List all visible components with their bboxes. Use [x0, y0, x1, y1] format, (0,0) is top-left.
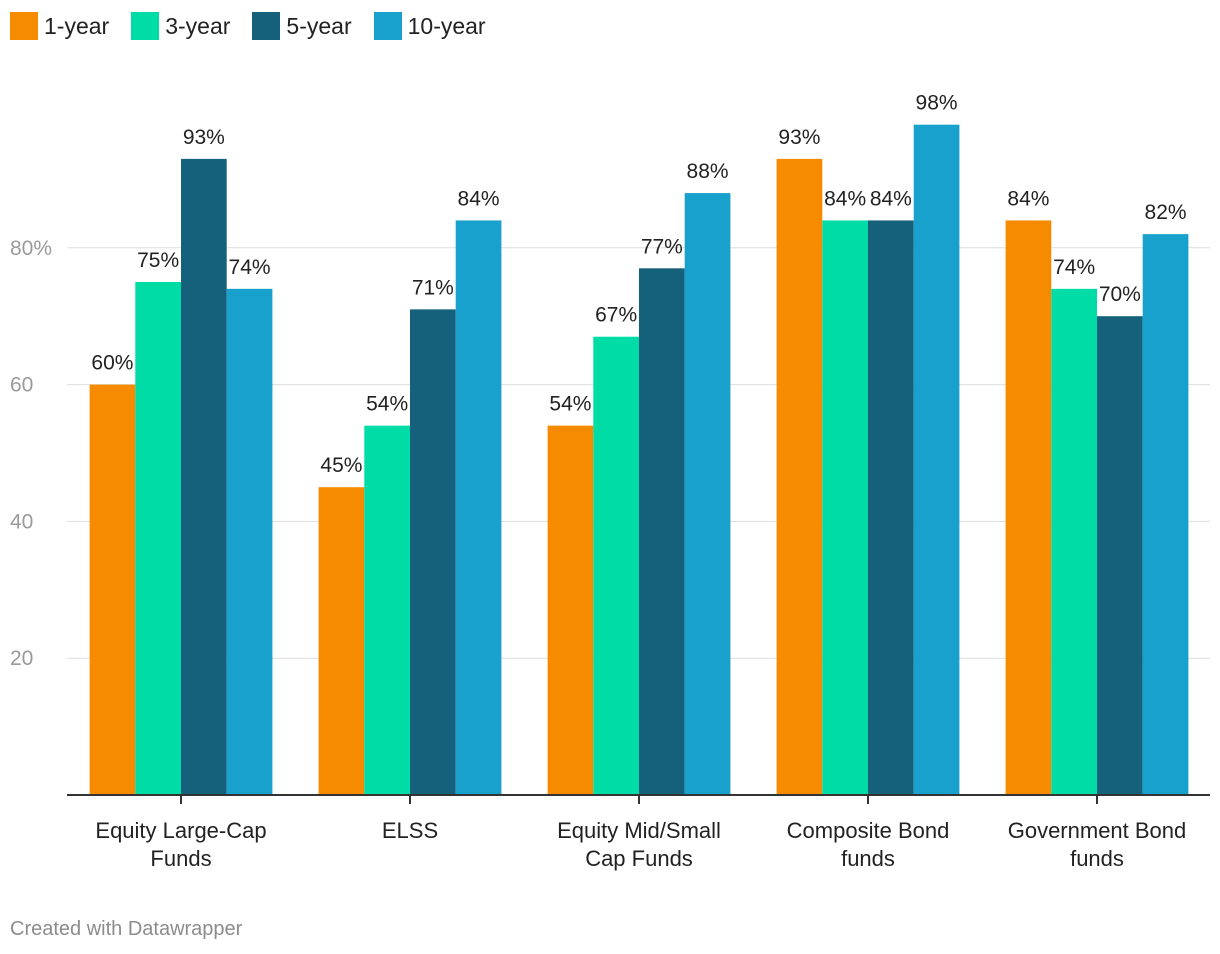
legend-label: 3-year — [165, 12, 231, 39]
bars — [89, 124, 1189, 796]
bar-5-year — [868, 220, 914, 795]
data-label: 75% — [137, 249, 179, 272]
bar-10-year — [913, 124, 960, 796]
legend-item-10-year: 10-year — [373, 12, 486, 40]
datawrapper-credit: Created with Datawrapper — [10, 918, 243, 940]
category-label: funds — [1070, 846, 1124, 871]
bar-3-year — [593, 336, 639, 795]
data-label: 82% — [1145, 201, 1187, 224]
bar-5-year — [410, 309, 456, 795]
category-label: Equity Mid/Small — [557, 818, 721, 843]
data-label: 74% — [229, 256, 271, 279]
bar-1-year — [318, 487, 365, 795]
data-label: 60% — [91, 352, 133, 375]
bar-1-year — [776, 158, 823, 795]
legend-item-3-year: 3-year — [131, 12, 230, 40]
data-label: 45% — [320, 454, 362, 477]
x-axis: Equity Large-Cap Funds ELSS Equity Mid/Smal… — [67, 794, 1210, 871]
y-tick-label: 60 — [10, 374, 33, 397]
data-label: 74% — [1053, 256, 1095, 279]
y-tick-label: 20 — [10, 647, 33, 670]
bar-1-year — [89, 384, 136, 795]
bar-1-year — [1005, 220, 1052, 795]
bar-10-year — [684, 193, 731, 795]
data-label: 67% — [595, 304, 637, 327]
data-label: 93% — [778, 126, 820, 149]
bar-3-year — [135, 282, 181, 795]
data-label: 54% — [366, 393, 408, 416]
bar-3-year — [822, 220, 868, 795]
bar-5-year — [1097, 316, 1143, 795]
category-label: Funds — [150, 846, 211, 871]
data-label: 71% — [412, 276, 454, 299]
data-label: 77% — [641, 235, 683, 258]
chart-legend: 1-year 3-year 5-year 10-year — [10, 12, 508, 40]
y-tick-label: 40 — [10, 510, 33, 533]
bar-5-year — [639, 268, 685, 795]
bar-5-year — [181, 158, 227, 795]
legend-label: 5-year — [286, 12, 352, 39]
legend-swatch — [373, 12, 402, 40]
data-label: 93% — [183, 126, 225, 149]
data-label: 98% — [916, 92, 958, 115]
legend-swatch — [10, 12, 38, 40]
bar-10-year — [455, 220, 502, 795]
data-label: 84% — [824, 187, 866, 210]
category-label: funds — [841, 846, 895, 871]
bar-3-year — [1051, 288, 1097, 795]
legend-item-1-year: 1-year — [10, 12, 109, 40]
data-labels: 60% 75% 93% 74% 45% 54% 71% 84% 54% 67% 77% 88% 93% 8… — [91, 92, 1186, 478]
bar-1-year — [547, 425, 594, 795]
legend-item-5-year: 5-year — [252, 12, 352, 40]
legend-swatch — [252, 12, 281, 40]
bar-10-year — [1142, 234, 1189, 795]
data-label: 54% — [549, 393, 591, 416]
data-label: 84% — [870, 187, 912, 210]
y-tick-label: 80% — [10, 237, 52, 260]
category-label: Cap Funds — [585, 846, 693, 871]
legend-swatch — [131, 12, 160, 40]
data-label: 84% — [1007, 187, 1049, 210]
data-label: 84% — [458, 187, 500, 210]
category-label: Equity Large-Cap — [95, 818, 266, 843]
legend-label: 1-year — [44, 12, 110, 39]
bar-10-year — [226, 288, 273, 795]
category-label: Government Bond — [1008, 818, 1187, 843]
bar-3-year — [364, 425, 410, 795]
data-label: 70% — [1099, 283, 1141, 306]
category-label: ELSS — [382, 818, 438, 843]
legend-label: 10-year — [407, 12, 486, 39]
category-label: Composite Bond — [787, 818, 950, 843]
data-label: 88% — [687, 160, 729, 183]
